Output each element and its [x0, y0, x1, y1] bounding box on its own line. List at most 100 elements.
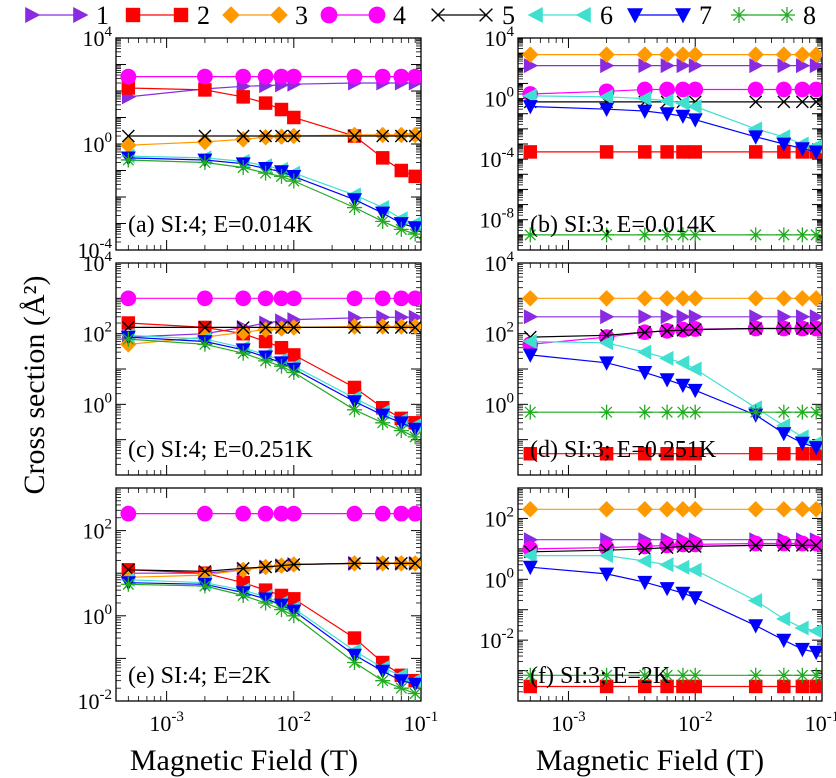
point-series-5 [638, 325, 652, 339]
point-series-3 [747, 290, 764, 307]
point-series-7 [599, 356, 615, 371]
series-line-8 [128, 583, 416, 695]
point-series-2 [660, 446, 674, 461]
legend-label: 6 [600, 1, 613, 30]
point-series-7 [776, 137, 792, 152]
point-series-5 [274, 129, 288, 143]
legend-label: 1 [96, 1, 109, 30]
point-series-8 [675, 667, 691, 683]
point-series-5 [121, 129, 135, 143]
point-series-3 [598, 501, 615, 518]
point-series-2 [236, 90, 250, 104]
point-series-5 [287, 320, 301, 334]
series-line-5 [530, 327, 817, 338]
point-series-1 [638, 58, 653, 74]
point-series-1 [660, 58, 675, 74]
point-series-4 [808, 81, 822, 98]
point-series-1 [796, 309, 811, 325]
legend-item-2: 2 [125, 1, 210, 30]
point-series-5 [408, 556, 421, 570]
panel-annotation: (b) SI:3; E=0.014K [530, 212, 717, 238]
point-series-1 [523, 58, 539, 74]
legend-marker [270, 6, 288, 24]
point-series-8 [375, 213, 391, 229]
point-series-6 [659, 350, 674, 366]
series-line-5 [530, 544, 817, 553]
point-series-4 [659, 537, 675, 554]
point-series-7 [748, 130, 764, 145]
point-series-7 [375, 664, 391, 680]
point-series-2 [599, 446, 614, 461]
point-series-4 [794, 81, 811, 98]
point-series-4 [775, 535, 792, 552]
legend-item-7: 7 [627, 1, 712, 30]
point-series-6 [747, 593, 763, 609]
point-series-4 [285, 68, 302, 85]
point-series-3 [522, 290, 539, 307]
point-series-6 [522, 548, 537, 564]
point-series-8 [776, 404, 792, 420]
point-series-4 [393, 505, 410, 522]
x-tick-label: 10-1 [805, 709, 836, 736]
point-series-8 [197, 336, 213, 352]
point-series-2 [638, 145, 652, 159]
point-series-2 [375, 151, 390, 165]
point-series-5 [777, 322, 791, 335]
point-series-8 [794, 667, 810, 683]
point-series-8 [522, 667, 538, 683]
panel-annotation: (d) SI:3; E=0.251K [530, 437, 717, 463]
point-series-1 [376, 309, 391, 325]
y-tick-label: 10-8 [480, 206, 515, 233]
point-series-4 [775, 81, 792, 98]
legend-marker [320, 6, 338, 24]
point-series-8 [346, 402, 362, 418]
point-series-8 [637, 227, 653, 243]
point-series-8 [273, 168, 289, 184]
legend-marker [479, 8, 493, 22]
point-series-8 [273, 602, 289, 618]
y-tick-label: 102 [83, 517, 113, 544]
point-series-8 [235, 159, 251, 175]
point-series-5 [236, 129, 250, 143]
point-series-4 [374, 290, 391, 307]
point-series-6 [522, 334, 537, 349]
point-series-5 [394, 320, 408, 334]
point-series-1 [676, 58, 691, 74]
point-series-2 [274, 340, 289, 355]
point-series-8 [273, 358, 289, 374]
x-axis-label-right: Magnetic Field (T) [536, 744, 764, 777]
point-series-4 [794, 535, 811, 552]
point-series-5 [795, 322, 809, 335]
series-line-7 [530, 566, 817, 653]
point-series-7 [407, 677, 421, 692]
point-series-1 [600, 309, 615, 325]
panel-f: 10-2 100 102 10-3 10-2 10-1 (f) SI:3; E=2K [480, 487, 836, 736]
x-tick-label: 10-2 [678, 709, 713, 736]
point-series-8 [599, 227, 615, 243]
y-tick-label: 10-2 [78, 687, 113, 714]
point-series-8 [407, 685, 421, 701]
legend-marker [575, 7, 591, 23]
point-series-8 [637, 667, 653, 683]
point-series-2 [121, 81, 136, 95]
point-series-1 [777, 309, 792, 325]
point-series-2 [688, 145, 702, 159]
point-series-3 [747, 46, 764, 63]
point-series-3 [687, 290, 704, 307]
point-series-7 [659, 107, 675, 122]
point-series-8 [407, 226, 421, 242]
point-series-8 [637, 404, 653, 420]
point-series-4 [346, 505, 363, 522]
point-series-5 [236, 561, 250, 575]
point-series-5 [777, 95, 791, 109]
panel-a: 10-4 100 104 (a) SI:4; E=0.014K [78, 24, 422, 263]
point-series-8 [794, 227, 810, 243]
point-series-3 [374, 126, 391, 144]
point-series-6 [598, 335, 613, 351]
series-group [120, 290, 421, 445]
y-tick-label: 100 [83, 390, 113, 417]
point-series-4 [808, 535, 822, 552]
point-series-2 [347, 631, 362, 645]
point-series-3 [522, 46, 539, 63]
point-series-8 [407, 429, 421, 445]
